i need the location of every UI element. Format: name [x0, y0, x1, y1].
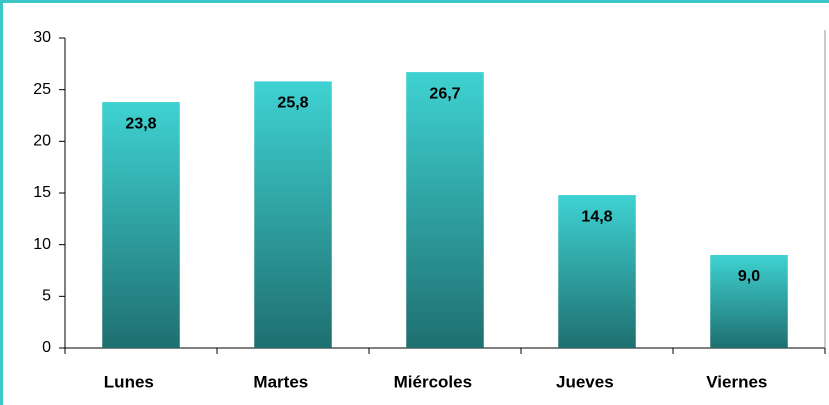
- data-label: 23,8: [125, 115, 156, 132]
- data-label: 25,8: [277, 95, 308, 112]
- bar: [710, 255, 788, 348]
- x-tick-label: Martes: [253, 372, 308, 391]
- x-tick-label: Jueves: [556, 372, 614, 391]
- y-tick-label: 0: [42, 339, 51, 356]
- bar: [558, 195, 636, 348]
- bar: [254, 81, 332, 349]
- x-tick-label: Viernes: [706, 372, 767, 391]
- bar: [406, 72, 484, 348]
- x-tick-label: Lunes: [104, 372, 154, 391]
- data-label: 26,7: [429, 85, 460, 102]
- y-tick-label: 15: [33, 184, 51, 201]
- y-tick-label: 20: [33, 133, 51, 150]
- bar: [102, 102, 180, 348]
- y-tick-label: 25: [33, 81, 51, 98]
- y-tick-label: 5: [42, 288, 51, 305]
- data-label: 14,8: [581, 208, 612, 225]
- x-tick-label: Miércoles: [394, 372, 472, 391]
- y-tick-label: 10: [33, 236, 51, 253]
- data-label: 9,0: [738, 268, 760, 285]
- y-tick-label: 30: [33, 29, 51, 46]
